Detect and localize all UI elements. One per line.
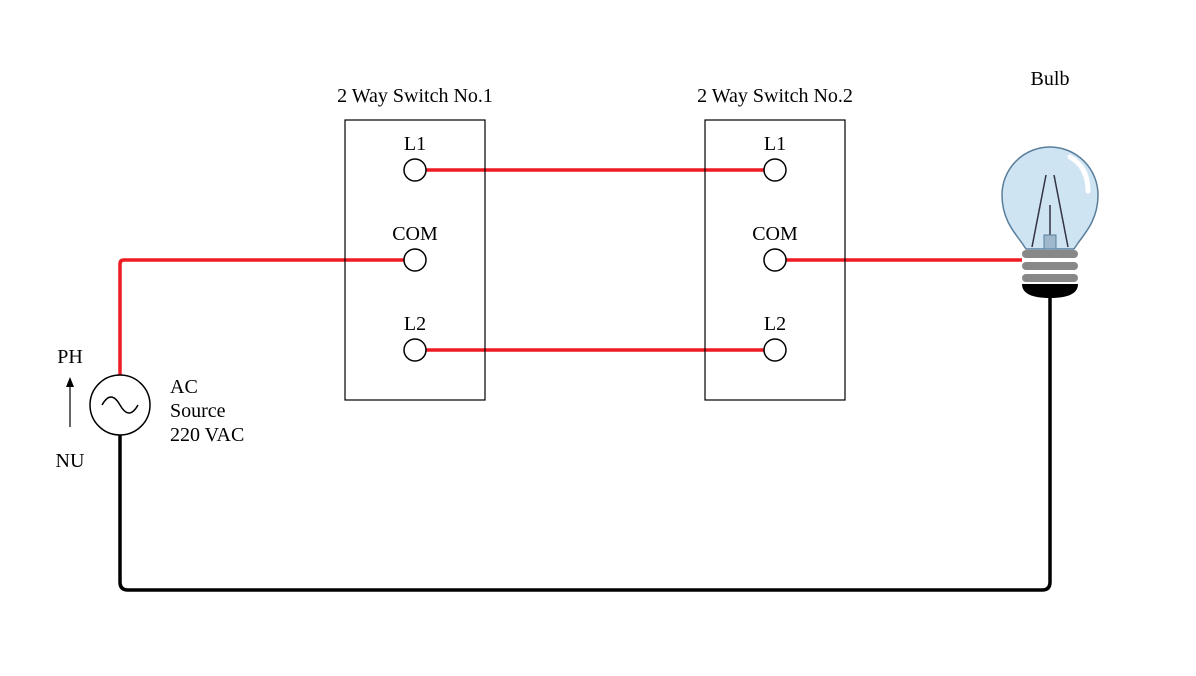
switch-1-terminal-com <box>404 249 426 271</box>
bulb-base-tip <box>1022 284 1078 298</box>
switch-2-title: 2 Way Switch No.2 <box>697 85 853 107</box>
bulb-base-ring <box>1022 250 1078 258</box>
switch-1-label-l2: L2 <box>404 313 426 335</box>
ac-source-label-2: Source <box>170 400 226 422</box>
switch-2-label-l2: L2 <box>764 313 786 335</box>
switch-2-label-l1: L1 <box>764 133 786 155</box>
switch-1-label-l1: L1 <box>404 133 426 155</box>
ac-source-label-3: 220 VAC <box>170 424 244 446</box>
switch-1-label-com: COM <box>392 223 438 245</box>
filament-stem <box>1044 235 1056 249</box>
ac-source-label-1: AC <box>170 376 198 398</box>
switch-2-terminal-l2 <box>764 339 786 361</box>
switch-2-terminal-l1 <box>764 159 786 181</box>
switch-1-terminal-l2 <box>404 339 426 361</box>
bulb-base-ring <box>1022 262 1078 270</box>
bulb-title: Bulb <box>1031 68 1070 90</box>
switch-2-terminal-com <box>764 249 786 271</box>
wire-ph-to-switch1-com <box>120 260 404 375</box>
switch-1-title: 2 Way Switch No.1 <box>337 85 493 107</box>
switch-2-label-com: COM <box>752 223 798 245</box>
switch-1-terminal-l1 <box>404 159 426 181</box>
label-nu: NU <box>56 450 85 472</box>
polarity-arrowhead-icon <box>66 377 74 387</box>
wire-neutral-return <box>120 298 1050 590</box>
label-ph: PH <box>57 346 83 368</box>
bulb-icon <box>1002 147 1098 298</box>
bulb-base-ring <box>1022 274 1078 282</box>
